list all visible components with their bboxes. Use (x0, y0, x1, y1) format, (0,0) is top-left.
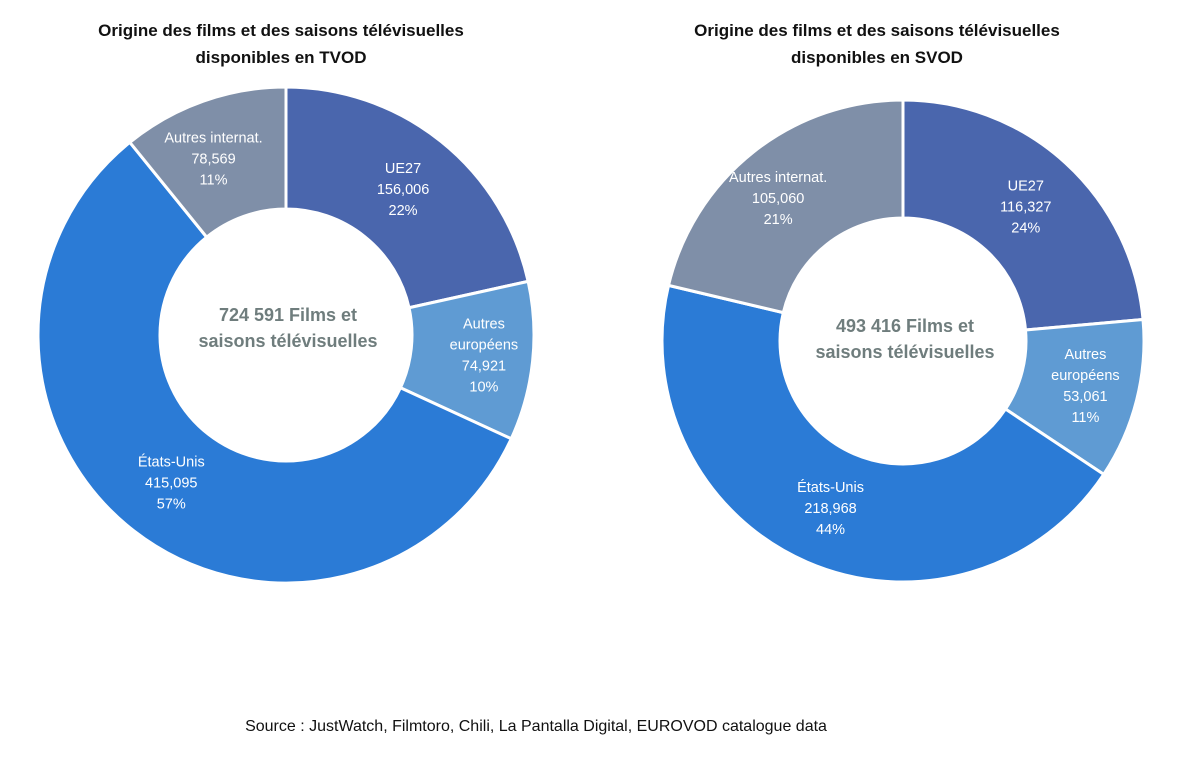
slice-label-line: 11% (1071, 410, 1099, 426)
slice-label-line: 74,921 (462, 358, 506, 374)
chart-tvod: Origine des films et des saisons télévis… (36, 21, 536, 585)
slice-label-autres-europeens: Autres européens 53,061 11% (1051, 347, 1120, 426)
slice-autres-internat (128, 85, 288, 239)
source-note: Source : JustWatch, Filmtoro, Chili, La … (245, 718, 827, 735)
slice-label-line: 22% (389, 203, 418, 219)
chart-svod: Origine des films et des saisons télévis… (660, 21, 1146, 584)
slice-label-line: Autres internat. (729, 170, 827, 186)
slice-label-line: États-Unis (797, 479, 864, 496)
slice-label-ue27: UE27 116,327 24% (1000, 179, 1051, 237)
chart-svod-title-line-1: Origine des films et des saisons télévis… (694, 21, 1060, 40)
slice-label-ue27: UE27 156,006 22% (377, 161, 429, 219)
chart-tvod-slices (36, 85, 536, 585)
slice-etats-unis (660, 283, 1106, 584)
slice-label-line: 415,095 (145, 476, 197, 492)
slice-label-line: 53,061 (1063, 389, 1107, 405)
slice-label-line: Autres (463, 316, 505, 332)
slice-label-line: européens (450, 337, 519, 353)
slice-label-line: 24% (1011, 221, 1040, 237)
chart-tvod-slice-labels: UE27 156,006 22% Autres européens 74,921 10% Ét… (138, 131, 518, 513)
slice-label-line: UE27 (385, 161, 421, 177)
slice-label-line: 44% (816, 522, 845, 538)
slice-label-line: Autres (1064, 347, 1106, 363)
slice-label-line: 218,968 (804, 501, 856, 517)
slice-label-line: 156,006 (377, 182, 429, 198)
slice-ue27 (284, 85, 530, 310)
chart-svod-slice-labels: UE27 116,327 24% Autres européens 53,061 11% Ét… (729, 170, 1120, 538)
slice-label-autres-internat: Autres internat. 78,569 11% (164, 131, 262, 189)
slice-etats-unis (36, 140, 513, 585)
slice-label-line: 10% (469, 379, 498, 395)
slice-label-autres-internat: Autres internat. 105,060 21% (729, 170, 827, 228)
slice-label-line: européens (1051, 368, 1120, 384)
slice-autres-internat (667, 98, 905, 315)
chart-svod-center-line-1: 493 416 Films et (836, 316, 974, 336)
chart-tvod-center-line-2: saisons télévisuelles (198, 331, 377, 351)
slice-label-line: 57% (157, 497, 186, 513)
chart-svod-center-line-2: saisons télévisuelles (815, 342, 994, 362)
slice-label-etats-unis: États-Unis 415,095 57% (138, 454, 205, 513)
chart-svod-title-line-2: disponibles en SVOD (791, 48, 963, 67)
slice-label-line: 116,327 (1000, 200, 1051, 216)
slice-label-line: Autres internat. (164, 131, 262, 147)
slice-label-line: 78,569 (191, 152, 235, 168)
slice-label-line: 11% (200, 173, 228, 189)
chart-tvod-center-line-1: 724 591 Films et (219, 305, 357, 325)
slice-label-line: UE27 (1008, 179, 1044, 195)
slice-ue27 (901, 98, 1145, 332)
slice-label-line: États-Unis (138, 454, 205, 471)
chart-tvod-title-line-1: Origine des films et des saisons télévis… (98, 21, 464, 40)
slice-label-line: 21% (764, 212, 793, 228)
slice-label-line: 105,060 (752, 191, 804, 207)
chart-svod-slices (660, 98, 1146, 584)
slice-label-autres-europeens: Autres européens 74,921 10% (450, 316, 519, 395)
chart-tvod-title-line-2: disponibles en TVOD (196, 48, 367, 67)
slice-label-etats-unis: États-Unis 218,968 44% (797, 479, 864, 538)
